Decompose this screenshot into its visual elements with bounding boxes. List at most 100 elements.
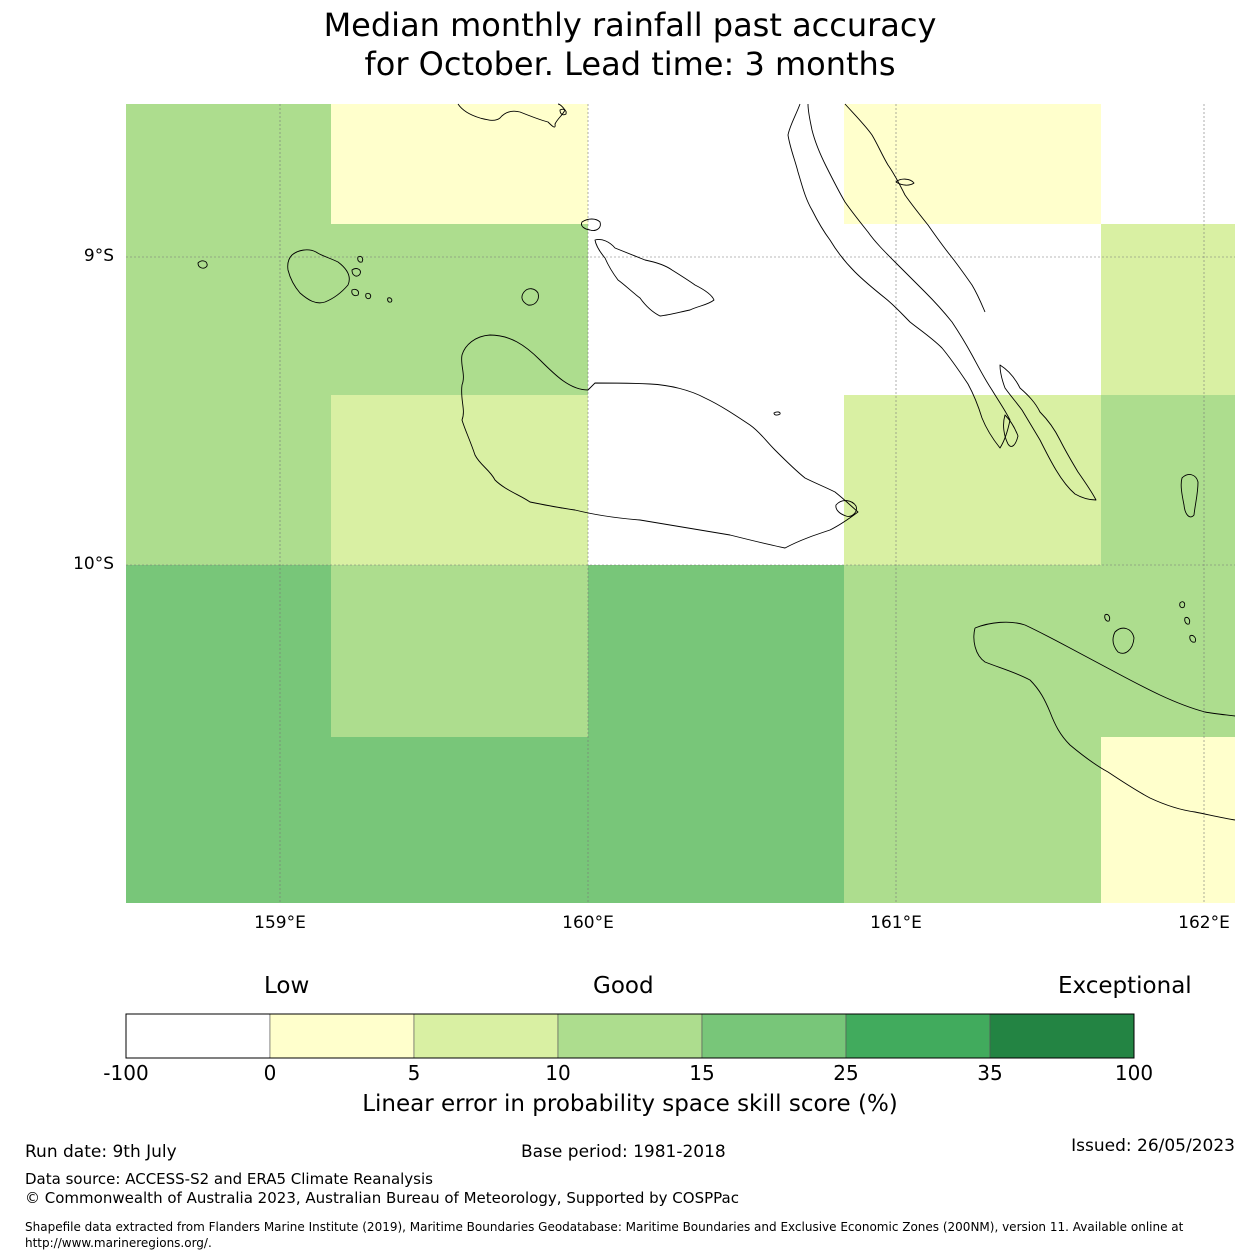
grid-cell — [716, 104, 844, 224]
grid-cell — [973, 104, 1101, 224]
coast-nggela-west — [581, 218, 601, 231]
coast-russell-e3 — [365, 292, 372, 300]
grid-cell — [460, 565, 588, 737]
coast-malaita-inner — [1003, 414, 1019, 447]
copyright: © Commonwealth of Australia 2023, Austra… — [25, 1189, 739, 1207]
grid-cell — [716, 565, 844, 737]
level-label-good: Good — [593, 973, 654, 999]
cb-tick-5: 25 — [833, 1061, 859, 1085]
grid-cell — [716, 737, 844, 903]
grid-cell — [844, 565, 973, 737]
grid-cell — [844, 224, 973, 395]
coast-islet-c — [895, 178, 915, 186]
coast-russell-e4 — [387, 297, 393, 303]
coast-makira-south — [973, 627, 1236, 821]
grid-cell — [973, 395, 1101, 565]
gridlines — [126, 104, 1235, 903]
grid-cell — [973, 737, 1101, 903]
colorbar-segment — [557, 1013, 703, 1059]
colorbar-segment — [989, 1013, 1135, 1059]
coast-santa-isabel — [787, 103, 1011, 449]
coast-russell — [287, 249, 350, 304]
grid-cell — [1101, 565, 1168, 737]
coast-marau-islet — [835, 500, 857, 517]
coast-makira — [974, 621, 1236, 717]
grid-cell — [331, 395, 460, 565]
grid-cell — [588, 395, 716, 565]
grid-cell — [1168, 104, 1235, 224]
grid-cell — [331, 565, 460, 737]
lat-label-10s: 10°S — [73, 554, 114, 574]
grid-cell — [973, 224, 1101, 395]
colorbar-caption: Linear error in probability space skill … — [362, 1091, 898, 1117]
grid-cell — [844, 737, 973, 903]
coast-new-georgia-tip — [457, 103, 566, 128]
grid-cell — [1101, 104, 1168, 224]
colorbar-segment — [125, 1013, 271, 1059]
shapefile-credit-line-2: http://www.marineregions.org/. — [25, 1236, 212, 1250]
cb-tick-7: 100 — [1114, 1061, 1154, 1085]
grid-cell — [1101, 224, 1168, 395]
coast-russell-e5 — [357, 255, 364, 263]
coast-small-west — [197, 260, 208, 269]
coast-islet-e — [1104, 614, 1111, 622]
grid-cell — [844, 104, 973, 224]
grid-cell — [588, 224, 716, 395]
colorbar-segment — [269, 1013, 415, 1059]
colorbar — [125, 1013, 1135, 1059]
coast-savo — [521, 288, 539, 306]
lon-label-162e: 162°E — [1178, 913, 1230, 933]
grid-cell — [1168, 224, 1235, 395]
colorbar-frame — [125, 1013, 1135, 1059]
grid-cell — [1101, 737, 1168, 903]
coast-islet-h — [1189, 635, 1196, 643]
coast-islet-f — [1179, 601, 1186, 609]
grid-cell — [126, 395, 331, 565]
skill-grid-cells — [126, 104, 1235, 903]
coast-ulawa — [1180, 474, 1199, 518]
grid-cell — [716, 224, 844, 395]
grid-cell — [331, 224, 460, 395]
coast-russell-e1 — [351, 268, 361, 277]
grid-cell — [1101, 395, 1168, 565]
grid-cell — [126, 565, 331, 737]
grid-cell — [588, 565, 716, 737]
grid-cell — [1168, 395, 1235, 565]
coast-islet-b — [559, 108, 567, 116]
grid-cell — [331, 104, 460, 224]
lon-label-161e: 161°E — [870, 913, 922, 933]
grid-cell — [844, 395, 973, 565]
run-date: Run date: 9th July — [25, 1142, 177, 1162]
chart-title: Median monthly rainfall past accuracy fo… — [0, 6, 1260, 84]
grid-cell — [331, 737, 460, 903]
cb-tick-2: 5 — [407, 1061, 421, 1085]
colorbar-segment — [845, 1013, 991, 1059]
base-period: Base period: 1981-2018 — [521, 1142, 726, 1162]
grid-cell — [460, 104, 588, 224]
grid-cell — [460, 395, 588, 565]
coast-nggela — [594, 239, 715, 317]
grid-cell — [973, 565, 1101, 737]
level-label-low: Low — [264, 973, 310, 999]
coast-santa-isabel-east — [844, 103, 986, 313]
colorbar-segment — [701, 1013, 847, 1059]
grid-cell — [126, 224, 331, 395]
coastlines — [197, 103, 1236, 821]
grid-cell — [460, 737, 588, 903]
colorbar-segment — [413, 1013, 559, 1059]
cb-tick-0: -100 — [103, 1061, 149, 1085]
cb-tick-1: 0 — [263, 1061, 277, 1085]
grid-cell — [126, 104, 331, 224]
grid-cell — [588, 737, 716, 903]
lon-label-160e: 160°E — [562, 913, 614, 933]
cb-tick-6: 35 — [977, 1061, 1003, 1085]
coast-islet-d — [1112, 627, 1135, 654]
data-source: Data source: ACCESS-S2 and ERA5 Climate … — [25, 1170, 433, 1188]
title-line-1: Median monthly rainfall past accuracy — [323, 6, 937, 44]
cb-tick-4: 15 — [689, 1061, 715, 1085]
grid-cell — [460, 224, 588, 395]
shapefile-credit-line-1: Shapefile data extracted from Flanders M… — [25, 1220, 1184, 1234]
lat-label-9s: 9°S — [83, 246, 114, 266]
coast-guadalcanal — [461, 334, 859, 549]
